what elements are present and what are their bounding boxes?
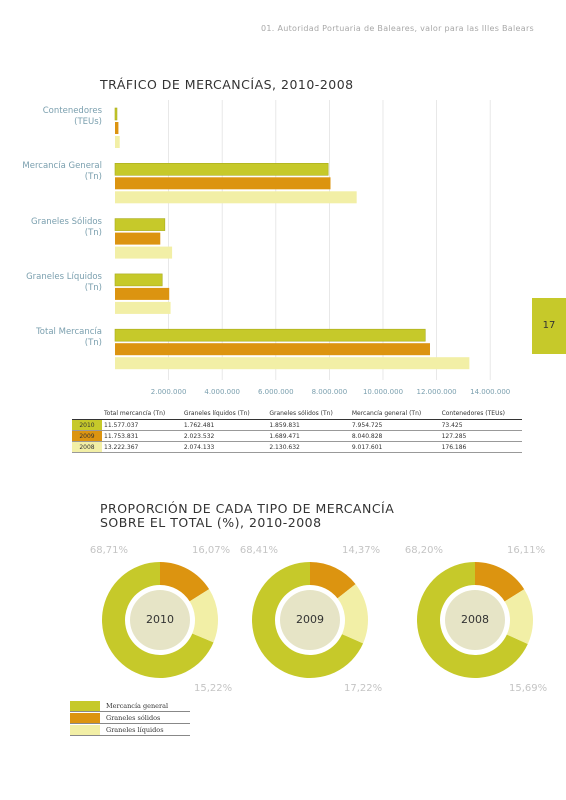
x-tick-label: 4.000.000 [204, 388, 240, 396]
x-tick-label: 2.000.000 [151, 388, 187, 396]
column-header: Graneles sólidos (Tn) [267, 408, 350, 420]
table-row: 2008 13.222.367 2.074.133 2.130.632 9.017.60… [72, 441, 522, 453]
bar [115, 122, 119, 134]
bar [115, 343, 431, 356]
table-cell: 1.762.481 [181, 419, 268, 431]
value-label: 16,11% [507, 545, 545, 556]
bar [115, 357, 470, 370]
table-cell: 1.689.471 [267, 430, 350, 442]
bar [115, 191, 357, 204]
year-cell: 2009 [72, 430, 102, 442]
category-label: Mercancía General (Tn) [22, 161, 102, 183]
donut-segment [504, 589, 534, 645]
donut-center [445, 590, 505, 650]
legend-item: Mercancía general [70, 700, 190, 712]
donut-center [130, 590, 190, 650]
table-row: 2010 11.577.037 1.762.481 1.859.831 7.954.72… [72, 419, 522, 431]
category-label: Graneles Líquidos (Tn) [26, 271, 102, 293]
x-tick-label: 12.000.000 [417, 388, 457, 396]
bar [114, 273, 163, 287]
column-header: Total mercancía (Tn) [102, 408, 182, 420]
donut-segment [101, 562, 214, 678]
table-header: Total mercancía (Tn) Graneles líquidos (T… [72, 408, 522, 420]
legend-item: Graneles líquidos [70, 724, 190, 736]
data-table: Total mercancía (Tn) Graneles líquidos (T… [72, 408, 522, 453]
table-cell: 2.130.632 [267, 441, 350, 453]
table-cell: 2.074.133 [181, 441, 268, 453]
table-cell: 11.753.831 [102, 430, 182, 442]
table-cell: 9.017.601 [349, 441, 440, 453]
table-cell: 1.859.831 [267, 419, 350, 431]
year-cell: 2010 [72, 419, 102, 431]
value-label: 17,22% [344, 683, 382, 694]
legend-label: Mercancía general [106, 701, 169, 710]
table-cell: 11.577.037 [102, 419, 182, 431]
table-cell: 73.425 [439, 419, 522, 431]
value-label: 68,20% [405, 545, 443, 556]
chart-title: TRÁFICO DE MERCANCÍAS, 2010-2008 [100, 77, 354, 92]
donut-segment [310, 562, 356, 599]
bar [115, 232, 161, 245]
x-tick-label: 6.000.000 [258, 388, 294, 396]
bar [115, 301, 171, 314]
table-cell: 176.186 [439, 441, 522, 453]
bar [114, 107, 118, 121]
donut-segment [189, 589, 218, 643]
value-label: 68,71% [90, 545, 128, 556]
table-cell: 13.222.367 [102, 441, 182, 453]
bar [114, 163, 329, 176]
bar [114, 328, 426, 342]
table-cell: 7.954.725 [349, 419, 440, 431]
table-cell: 127.285 [439, 430, 522, 442]
bar [115, 246, 173, 259]
column-header: Contenedores (TEUs) [439, 408, 522, 420]
bar [114, 218, 166, 231]
table-cell: 2.023.532 [181, 430, 268, 442]
bar [115, 287, 170, 300]
donut-year: 2010 [146, 613, 174, 626]
bar [115, 177, 331, 190]
donut-year: 2008 [461, 613, 489, 626]
value-label: 16,07% [192, 545, 230, 556]
column-header: Mercancía general (Tn) [349, 408, 440, 420]
x-tick-label: 10.000.000 [363, 388, 403, 396]
donut-year: 2009 [296, 613, 324, 626]
value-label: 14,37% [342, 545, 380, 556]
donut-center [280, 590, 340, 650]
value-label: 15,22% [194, 683, 232, 694]
legend-swatch [70, 724, 100, 735]
donut-segment [160, 562, 210, 602]
table-row: 2009 11.753.831 2.023.532 1.689.471 8.040.82… [72, 430, 522, 442]
category-label: Graneles Sólidos (Tn) [31, 216, 102, 238]
header: 01. Autoridad Portuaria de Baleares, val… [261, 24, 534, 33]
corner [72, 408, 102, 420]
donut-segment [475, 561, 525, 602]
chart-title: PROPORCIÓN DE CADA TIPO DE MERCANCÍA SOB… [100, 501, 395, 530]
page-number: 17 [532, 298, 566, 354]
value-label: 15,69% [509, 683, 547, 694]
legend-label: Graneles sólidos [106, 713, 161, 722]
value-label: 68,41% [240, 545, 278, 556]
legend: Mercancía general Graneles sólidos Granele… [70, 700, 190, 736]
legend-swatch [70, 700, 100, 711]
category-label: Total Mercancía (Tn) [36, 327, 102, 349]
column-header: Graneles líquidos (Tn) [181, 408, 268, 420]
legend-item: Graneles sólidos [70, 712, 190, 724]
legend-swatch [70, 712, 100, 723]
donut-segment [337, 584, 368, 644]
table-cell: 8.040.828 [349, 430, 440, 442]
x-tick-label: 8.000.000 [312, 388, 348, 396]
legend-label: Graneles líquidos [106, 725, 164, 734]
bar [115, 136, 120, 148]
donut-segment [417, 562, 528, 678]
year-cell: 2008 [72, 441, 102, 453]
donut-segment [252, 562, 364, 678]
category-label: Contenedores (TEUs) [42, 106, 102, 127]
x-tick-label: 14.000.000 [470, 388, 510, 396]
